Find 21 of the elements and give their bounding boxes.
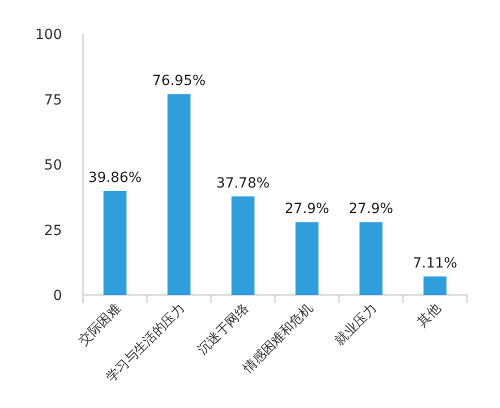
data-label: 37.78% bbox=[216, 175, 270, 192]
y-tick-label: 75 bbox=[44, 92, 62, 108]
bar bbox=[232, 196, 254, 295]
data-label: 7.11% bbox=[412, 255, 458, 272]
data-label: 27.9% bbox=[348, 201, 394, 218]
bar bbox=[424, 276, 446, 295]
x-tick-label: 其他 bbox=[414, 301, 444, 330]
bar bbox=[296, 222, 318, 295]
bar bbox=[360, 222, 382, 295]
data-label: 27.9% bbox=[284, 201, 330, 218]
bar bbox=[104, 190, 126, 295]
y-tick-label: 50 bbox=[44, 158, 62, 174]
bar bbox=[168, 94, 190, 295]
x-tick-label: 交际困难 bbox=[76, 300, 124, 349]
x-tick-label: 就业压力 bbox=[332, 301, 380, 349]
y-tick-label: 100 bbox=[35, 27, 62, 43]
y-tick-label: 25 bbox=[44, 222, 62, 239]
data-label: 76.95% bbox=[152, 73, 206, 90]
data-label: 39.86% bbox=[88, 170, 142, 186]
x-tick-label: 沉迷于网络 bbox=[195, 301, 252, 358]
y-tick-label: 0 bbox=[53, 288, 62, 304]
